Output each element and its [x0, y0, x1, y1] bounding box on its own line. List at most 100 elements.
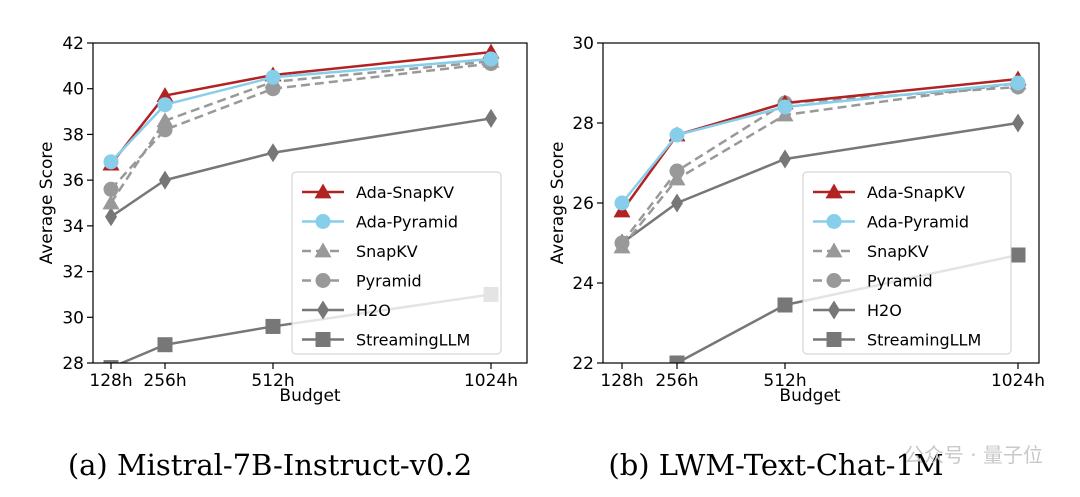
x-tick-label: 128h	[600, 371, 643, 391]
series-h2o	[105, 108, 497, 227]
legend-marker	[314, 242, 332, 258]
caption-b: (b) LWM-Text-Chat-1M	[608, 448, 943, 482]
legend-item-streamingllm: StreamingLLM	[813, 331, 981, 350]
legend-marker	[315, 273, 331, 288]
caption-a: (a) Mistral-7B-Instruct-v0.2	[68, 448, 472, 482]
legend-label: StreamingLLM	[356, 331, 470, 350]
x-tick-label: 256h	[655, 371, 698, 391]
data-point	[102, 194, 120, 210]
data-point	[103, 360, 119, 363]
x-tick-label: 1024h	[464, 371, 518, 391]
data-point	[1010, 247, 1026, 263]
data-point	[614, 195, 630, 211]
series-line	[109, 60, 492, 204]
y-tick-label: 38	[62, 125, 84, 145]
y-tick-label: 28	[572, 114, 594, 134]
legend-item-h2o: H2O	[813, 300, 902, 320]
legend-marker	[826, 332, 842, 347]
data-point	[1010, 75, 1026, 91]
legend-marker	[314, 183, 332, 199]
data-point	[265, 69, 281, 85]
data-point	[668, 170, 686, 186]
legend-marker	[317, 300, 329, 320]
data-point	[103, 181, 119, 197]
data-point	[157, 337, 173, 353]
x-axis-label-b: Budget	[779, 386, 840, 406]
legend-label: StreamingLLM	[867, 331, 981, 350]
series-line	[621, 121, 1019, 245]
legend-label: Ada-SnapKV	[356, 183, 454, 202]
y-tick-label: 30	[572, 34, 594, 54]
data-point	[105, 207, 117, 227]
chart-panel-b: 22 24 26 28 30 128h 256h 512h 1024h Budget Aver…	[548, 34, 1045, 482]
y-axis-b: 22 24 26 28 30	[572, 34, 603, 374]
y-tick-label: 32	[62, 263, 84, 283]
series-line	[620, 77, 1019, 212]
legend-item-ada-pyramid: Ada-Pyramid	[813, 213, 969, 232]
watermark: 公众号 · 量子位	[904, 443, 1043, 467]
x-axis-a: 128h 256h 512h 1024h	[89, 363, 518, 391]
legend-label: H2O	[356, 301, 391, 320]
y-tick-label: 24	[572, 274, 594, 294]
data-point	[156, 112, 174, 128]
series-ada-pyramid	[103, 51, 499, 170]
series-line	[621, 81, 1019, 248]
legend-marker	[315, 332, 331, 347]
series-line	[110, 57, 492, 163]
y-tick-label: 40	[62, 80, 84, 100]
data-point	[159, 170, 171, 190]
legend-label: SnapKV	[356, 242, 418, 261]
data-point	[779, 149, 791, 169]
legend-label: Pyramid	[867, 272, 933, 291]
y-tick-label: 30	[62, 308, 84, 328]
x-axis-label-a: Budget	[279, 386, 340, 406]
legend-label: Ada-SnapKV	[867, 183, 965, 202]
data-point	[103, 154, 119, 170]
y-axis-a: 28 30 32 34 36 38 40 42	[62, 34, 93, 374]
data-point	[777, 99, 793, 115]
series-line	[110, 117, 492, 218]
legend-a: Ada-SnapKV Ada-Pyramid SnapKV Pyramid H2O Str…	[291, 171, 502, 355]
x-tick-label: 1024h	[991, 371, 1045, 391]
data-point	[669, 355, 685, 363]
x-tick-label: 512h	[251, 371, 294, 391]
series-line	[621, 81, 1019, 204]
y-tick-label: 26	[572, 194, 594, 214]
axes-frame-a	[92, 42, 528, 364]
y-tick-label: 34	[62, 217, 84, 237]
y-axis-label-a: Average Score	[37, 142, 57, 265]
legend-marker	[828, 300, 840, 320]
x-tick-label: 256h	[143, 371, 186, 391]
data-point	[613, 238, 631, 254]
series-line	[621, 85, 1019, 244]
x-tick-label: 128h	[89, 371, 132, 391]
legend-item-pyramid: Pyramid	[302, 272, 422, 291]
legend-b: Ada-SnapKV Ada-Pyramid SnapKV Pyramid H2O Str…	[802, 171, 1012, 355]
data-point	[669, 127, 685, 143]
data-point	[265, 318, 281, 334]
legend-item-snapkv: SnapKV	[813, 242, 929, 261]
legend-marker	[825, 242, 843, 258]
series-line	[110, 50, 492, 165]
legend-label: Pyramid	[356, 272, 422, 291]
legend-item-ada-pyramid: Ada-Pyramid	[302, 213, 458, 232]
data-point	[1012, 113, 1024, 133]
data-point	[157, 97, 173, 113]
legend-label: SnapKV	[867, 242, 929, 261]
legend-label: Ada-Pyramid	[356, 213, 458, 232]
data-point	[777, 297, 793, 313]
y-tick-label: 36	[62, 171, 84, 191]
data-point	[485, 108, 497, 128]
x-tick-label: 512h	[763, 371, 806, 391]
y-axis-label-b: Average Score	[548, 142, 568, 265]
data-point	[267, 143, 279, 163]
y-tick-label: 42	[62, 34, 84, 54]
data-point	[483, 51, 499, 67]
legend-item-pyramid: Pyramid	[813, 272, 933, 291]
legend-item-snapkv: SnapKV	[302, 242, 418, 261]
x-axis-b: 128h 256h 512h 1024h	[600, 363, 1045, 391]
legend-box-b	[802, 171, 1012, 355]
legend-item-ada-snapkv: Ada-SnapKV	[813, 183, 965, 202]
legend-marker	[826, 273, 842, 288]
